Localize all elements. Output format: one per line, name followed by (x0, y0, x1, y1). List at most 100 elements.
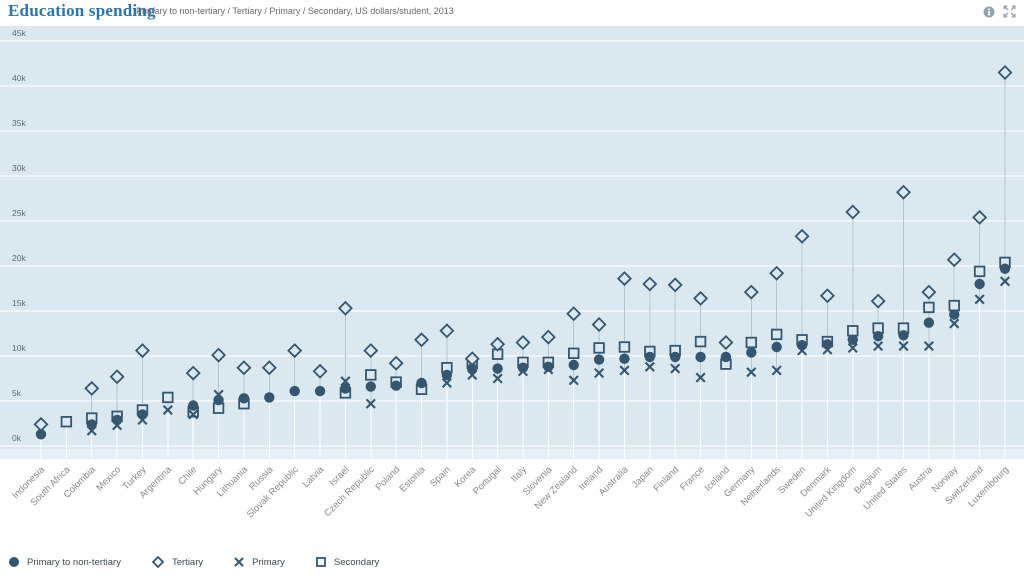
marker-primary-to-non-tertiary-circle[interactable] (898, 330, 909, 341)
marker-tertiary-diamond[interactable] (591, 317, 607, 332)
marker-primary-to-non-tertiary-circle[interactable] (593, 354, 605, 365)
marker-tertiary-diamond[interactable] (363, 343, 379, 359)
marker-tertiary-diamond[interactable] (794, 228, 810, 244)
marker-primary-x[interactable] (162, 404, 173, 416)
marker-primary-to-non-tertiary-circle[interactable] (923, 317, 935, 328)
marker-primary-x[interactable] (873, 341, 884, 352)
marker-secondary-square[interactable] (770, 328, 783, 341)
marker-primary-to-non-tertiary-circle[interactable] (746, 347, 757, 358)
marker-primary-x[interactable] (365, 398, 376, 409)
marker-primary-to-non-tertiary-circle[interactable] (188, 400, 199, 411)
marker-primary-x[interactable] (949, 318, 960, 329)
marker-tertiary-diamond[interactable] (312, 363, 328, 379)
marker-primary-x[interactable] (847, 342, 858, 353)
marker-primary-to-non-tertiary-circle[interactable] (390, 380, 402, 391)
marker-tertiary-diamond[interactable] (185, 365, 201, 381)
marker-tertiary-diamond[interactable] (439, 323, 455, 339)
marker-secondary-square[interactable] (162, 391, 174, 404)
fullscreen-icon[interactable] (1003, 5, 1016, 18)
marker-tertiary-diamond[interactable] (490, 336, 506, 352)
marker-tertiary-diamond[interactable] (616, 271, 632, 287)
marker-secondary-square[interactable] (973, 265, 986, 278)
marker-primary-to-non-tertiary-circle[interactable] (999, 263, 1011, 274)
marker-secondary-square[interactable] (593, 342, 605, 354)
marker-tertiary-diamond[interactable] (693, 290, 709, 306)
marker-tertiary-diamond[interactable] (464, 351, 480, 367)
marker-primary-x[interactable] (771, 365, 782, 376)
marker-tertiary-diamond[interactable] (819, 288, 835, 304)
marker-secondary-square[interactable] (694, 335, 707, 348)
marker-primary-to-non-tertiary-circle[interactable] (619, 353, 630, 364)
legend-item-tertiary[interactable]: Tertiary (151, 555, 203, 569)
marker-primary-to-non-tertiary-circle[interactable] (670, 351, 681, 363)
marker-primary-to-non-tertiary-circle[interactable] (441, 369, 453, 381)
marker-primary-to-non-tertiary-circle[interactable] (543, 361, 554, 372)
marker-primary-to-non-tertiary-circle[interactable] (847, 334, 858, 345)
marker-primary-x[interactable] (695, 372, 706, 383)
marker-primary-to-non-tertiary-circle[interactable] (872, 331, 884, 342)
marker-tertiary-diamond[interactable] (566, 306, 582, 322)
marker-primary-to-non-tertiary-circle[interactable] (822, 339, 833, 350)
marker-secondary-square[interactable] (568, 347, 580, 360)
marker-secondary-square[interactable] (923, 301, 935, 314)
marker-primary-x[interactable] (568, 375, 579, 386)
legend-item-primary-to-non-tertiary[interactable]: Primary to non-tertiary (8, 556, 121, 568)
marker-primary-x[interactable] (999, 276, 1011, 287)
marker-tertiary-diamond[interactable] (896, 184, 912, 200)
marker-primary-to-non-tertiary-circle[interactable] (289, 385, 300, 397)
marker-primary-to-non-tertiary-circle[interactable] (111, 414, 123, 426)
marker-primary-to-non-tertiary-circle[interactable] (213, 394, 224, 406)
marker-primary-to-non-tertiary-circle[interactable] (771, 341, 782, 353)
marker-tertiary-diamond[interactable] (134, 343, 150, 359)
marker-primary-to-non-tertiary-circle[interactable] (365, 381, 376, 392)
marker-primary-to-non-tertiary-circle[interactable] (86, 419, 97, 430)
marker-tertiary-diamond[interactable] (997, 65, 1013, 80)
marker-primary-x[interactable] (188, 409, 199, 420)
marker-tertiary-diamond[interactable] (515, 335, 531, 350)
marker-primary-to-non-tertiary-circle[interactable] (796, 340, 808, 351)
marker-secondary-square[interactable] (60, 415, 73, 428)
marker-primary-to-non-tertiary-circle[interactable] (720, 351, 732, 363)
marker-primary-to-non-tertiary-circle[interactable] (695, 351, 706, 363)
marker-tertiary-diamond[interactable] (921, 284, 937, 300)
marker-primary-x[interactable] (441, 377, 452, 389)
marker-primary-x[interactable] (746, 367, 757, 378)
marker-tertiary-diamond[interactable] (388, 355, 404, 371)
marker-primary-to-non-tertiary-circle[interactable] (314, 385, 326, 397)
marker-primary-to-non-tertiary-circle[interactable] (974, 278, 985, 290)
marker-tertiary-diamond[interactable] (337, 300, 353, 316)
marker-tertiary-diamond[interactable] (84, 380, 100, 396)
marker-primary-to-non-tertiary-circle[interactable] (137, 409, 148, 420)
marker-primary-to-non-tertiary-circle[interactable] (238, 393, 250, 404)
marker-tertiary-diamond[interactable] (743, 284, 759, 300)
marker-primary-x[interactable] (923, 341, 934, 352)
marker-tertiary-diamond[interactable] (211, 347, 227, 363)
marker-primary-to-non-tertiary-circle[interactable] (35, 429, 47, 440)
info-icon[interactable] (983, 6, 995, 18)
marker-secondary-square[interactable] (948, 299, 960, 312)
marker-primary-to-non-tertiary-circle[interactable] (467, 363, 478, 374)
marker-tertiary-diamond[interactable] (414, 332, 430, 348)
marker-tertiary-diamond[interactable] (972, 209, 988, 225)
marker-secondary-square[interactable] (618, 341, 631, 353)
marker-tertiary-diamond[interactable] (109, 369, 125, 385)
marker-tertiary-diamond[interactable] (236, 360, 252, 376)
marker-primary-to-non-tertiary-circle[interactable] (568, 359, 579, 371)
marker-primary-x[interactable] (492, 373, 503, 384)
marker-tertiary-diamond[interactable] (540, 329, 556, 345)
marker-tertiary-diamond[interactable] (261, 360, 277, 376)
marker-secondary-square[interactable] (365, 369, 377, 381)
marker-primary-x[interactable] (644, 361, 655, 372)
marker-primary-to-non-tertiary-circle[interactable] (517, 362, 529, 373)
marker-tertiary-diamond[interactable] (769, 265, 785, 281)
marker-primary-to-non-tertiary-circle[interactable] (492, 363, 503, 374)
marker-primary-to-non-tertiary-circle[interactable] (644, 351, 656, 363)
legend-item-secondary[interactable]: Secondary (315, 556, 379, 568)
marker-tertiary-diamond[interactable] (287, 343, 303, 359)
marker-tertiary-diamond[interactable] (667, 277, 683, 293)
marker-primary-to-non-tertiary-circle[interactable] (949, 309, 960, 320)
marker-secondary-square[interactable] (847, 325, 859, 337)
legend-item-primary[interactable]: Primary (233, 556, 285, 568)
marker-primary-x[interactable] (619, 365, 630, 376)
marker-primary-x[interactable] (898, 341, 909, 352)
